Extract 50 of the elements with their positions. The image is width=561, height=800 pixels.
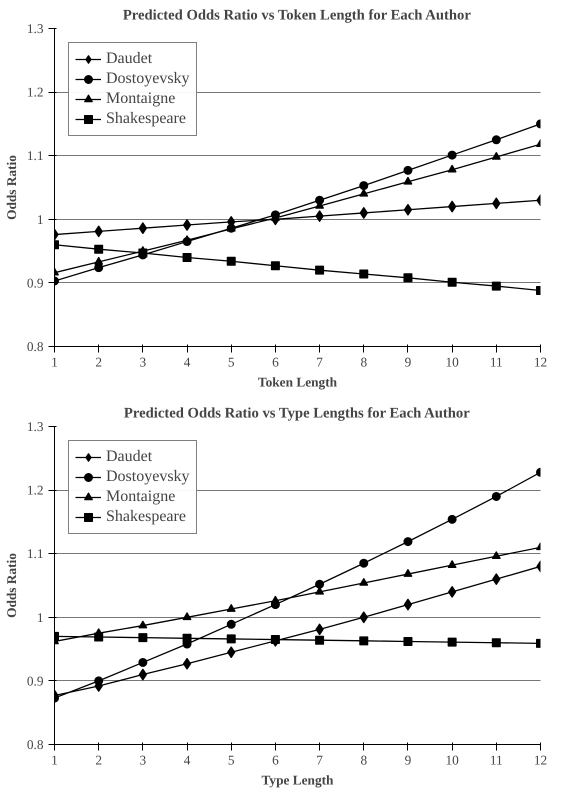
y-axis-title: Odds Ratio [4,552,19,618]
y-tick-label: 1 [36,212,44,227]
x-tick-label: 1 [51,752,58,768]
y-tick-label: 0.8 [26,737,44,752]
x-tick-label: 7 [316,354,324,370]
y-tick-label: 1.2 [26,84,44,100]
y-tick-label: 1.3 [26,21,44,36]
x-axis-title: Token Length [258,374,338,390]
x-tick-label: 9 [404,752,412,768]
y-tick-label: 0.8 [26,339,44,354]
legend-label: Shakespeare [106,110,186,128]
x-tick-label: 9 [404,354,412,370]
legend-label: Daudet [106,50,152,68]
x-tick-label: 6 [272,752,280,768]
x-tick-label: 3 [140,752,147,768]
legend-label: Montaigne [106,488,176,506]
y-axis-title: Odds Ratio [4,154,19,220]
y-tick-label: 1.3 [26,419,44,434]
legend-label: Shakespeare [106,508,186,526]
x-tick-label: 11 [490,752,503,768]
x-tick-label: 7 [316,752,324,768]
y-tick-label: 1.1 [26,546,44,562]
chart-title: Predicted Odds Ratio vs Token Length for Each Author [122,8,472,24]
x-tick-label: 3 [140,354,147,370]
y-tick-label: 1 [36,610,44,625]
x-tick-label: 1 [51,354,58,370]
x-tick-label: 6 [272,354,280,370]
y-tick-label: 1.1 [26,148,44,164]
x-tick-label: 8 [360,354,368,370]
x-tick-label: 4 [184,354,191,370]
x-tick-label: 2 [95,354,102,370]
x-tick-label: 5 [228,752,235,768]
x-tick-label: 11 [490,354,503,370]
legend-label: Montaigne [106,90,176,108]
x-tick-label: 10 [445,354,460,370]
x-tick-label: 10 [445,752,460,768]
chart-title: Predicted Odds Ratio vs Type Lengths for Each Author [124,406,470,422]
x-tick-label: 2 [95,752,102,768]
x-tick-label: 4 [184,752,191,768]
y-tick-label: 0.9 [26,673,44,688]
x-tick-label: 12 [534,354,548,370]
legend-label: Dostoyevsky [106,70,190,88]
x-tick-label: 5 [228,354,235,370]
legend-label: Dostoyevsky [106,468,190,486]
x-tick-label: 8 [360,752,368,768]
y-tick-label: 0.9 [26,275,44,290]
legend-label: Daudet [106,448,152,466]
x-tick-label: 12 [534,752,548,768]
x-axis-title: Type Length [262,772,334,788]
y-tick-label: 1.2 [26,482,44,498]
